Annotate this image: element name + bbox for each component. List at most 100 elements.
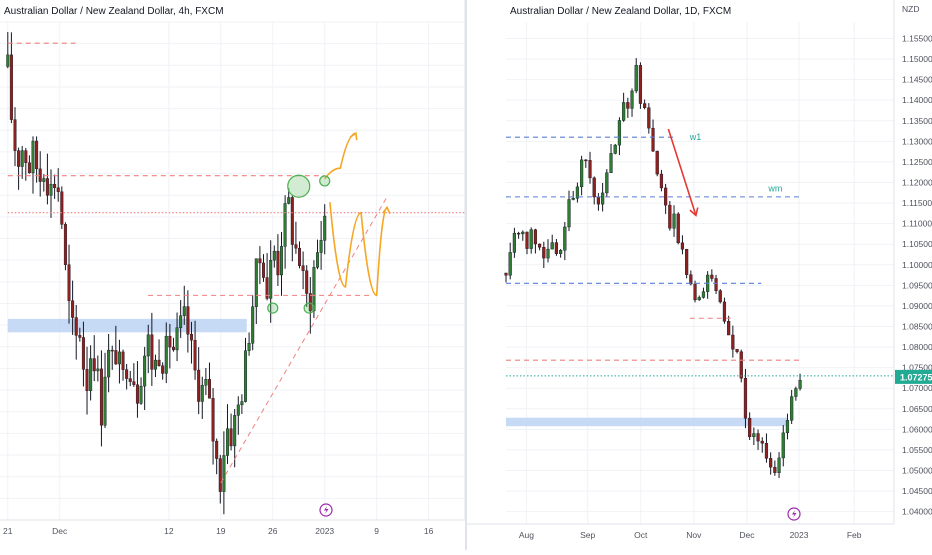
candle bbox=[161, 362, 165, 380]
circle-marker bbox=[287, 174, 311, 198]
candle-body bbox=[233, 415, 237, 447]
candle-body bbox=[596, 196, 601, 205]
price-tick-label: 1.15000 bbox=[902, 54, 932, 64]
candle bbox=[13, 107, 17, 167]
candle bbox=[157, 339, 161, 367]
candle-body bbox=[546, 248, 550, 259]
time-tick-label: Aug bbox=[519, 530, 534, 540]
candle-body bbox=[150, 334, 154, 370]
price-tick-label: 1.04000 bbox=[902, 507, 932, 517]
annotation-label: wm bbox=[767, 184, 782, 194]
candle bbox=[659, 169, 664, 192]
candle-body bbox=[17, 150, 21, 167]
candle bbox=[508, 242, 512, 280]
candle-body bbox=[798, 380, 802, 389]
price-tick-label: 1.07500 bbox=[902, 363, 932, 373]
candle bbox=[269, 240, 273, 323]
candle-body bbox=[588, 160, 592, 179]
candle-body bbox=[251, 306, 255, 344]
candles bbox=[6, 31, 327, 515]
candle-body bbox=[67, 264, 71, 301]
candle bbox=[622, 92, 626, 122]
candle bbox=[693, 280, 697, 303]
candle-body bbox=[613, 144, 617, 154]
candle-body bbox=[760, 440, 764, 444]
time-axis[interactable]: 21 Dec 12 19 26 2023 9 16 bbox=[0, 519, 465, 536]
chart-1d[interactable]: w1 wm 1.155001.150001.145001.140001.135001… bbox=[466, 0, 932, 550]
candle bbox=[31, 136, 35, 194]
candle bbox=[706, 271, 710, 299]
candle bbox=[680, 235, 685, 255]
candle-body bbox=[769, 458, 773, 468]
candle bbox=[647, 103, 651, 134]
candle-body bbox=[554, 242, 559, 254]
candle bbox=[613, 143, 617, 155]
candle-body bbox=[35, 140, 39, 170]
chart-title: Australian Dollar / New Zealand Dollar, … bbox=[4, 6, 224, 17]
candle bbox=[773, 460, 777, 476]
candle bbox=[107, 333, 111, 393]
candle bbox=[139, 377, 143, 405]
candle-body bbox=[542, 247, 546, 259]
price-axis[interactable]: 1.15500 1.15000 1.14500 1.14000 1.13500 1.130… bbox=[893, 0, 932, 524]
time-axis[interactable]: Aug Sep Oct Nov Dec 2023 Feb bbox=[466, 523, 894, 540]
chart-panel-4h[interactable]: 1.0727521Dec1219262023916Australian Doll… bbox=[0, 0, 504, 550]
candle-body bbox=[27, 162, 31, 174]
price-tick-label: 1.06000 bbox=[902, 424, 932, 434]
candle bbox=[533, 228, 538, 254]
projection-arrowhead bbox=[382, 205, 391, 215]
candle bbox=[785, 413, 790, 440]
candle bbox=[78, 327, 82, 342]
price-tick-label: 1.10000 bbox=[902, 260, 932, 270]
candle bbox=[143, 346, 147, 410]
candle-body bbox=[651, 127, 655, 152]
candle-body bbox=[71, 300, 75, 318]
candle bbox=[261, 254, 265, 282]
candle bbox=[777, 452, 781, 479]
candle-body bbox=[161, 365, 165, 374]
candle-body bbox=[128, 378, 132, 382]
chart-panel-1d[interactable]: w1 wm 1.15500 1.15000 1.14500 1.14000 1.13500 1… bbox=[466, 0, 932, 550]
time-tick-label: Nov bbox=[686, 530, 702, 540]
chart-4h[interactable]: 1.0727521Dec1219262023916Australian Doll… bbox=[0, 0, 504, 550]
candle bbox=[38, 151, 42, 197]
candle bbox=[186, 290, 190, 353]
time-tick-label: Feb bbox=[847, 530, 862, 540]
candle bbox=[193, 320, 197, 380]
candle-body bbox=[714, 278, 718, 291]
candle bbox=[197, 347, 201, 415]
candle bbox=[756, 429, 760, 450]
candle bbox=[96, 355, 100, 382]
lightning-glyph bbox=[324, 506, 329, 514]
candle bbox=[571, 190, 575, 201]
candle-body bbox=[634, 65, 638, 92]
trend-arrow bbox=[667, 128, 697, 216]
candle bbox=[92, 335, 96, 382]
candle-body bbox=[672, 213, 676, 229]
candle-body bbox=[601, 192, 605, 205]
annotation-label: w1 bbox=[689, 132, 702, 142]
candle-body bbox=[748, 418, 752, 438]
candle bbox=[222, 431, 226, 515]
panel-divider[interactable] bbox=[465, 0, 467, 550]
candle bbox=[74, 304, 78, 360]
axis-unit-label: NZD bbox=[902, 4, 919, 14]
candle bbox=[121, 349, 125, 381]
candle-body bbox=[85, 369, 89, 391]
candle-body bbox=[272, 250, 276, 261]
candle bbox=[731, 325, 735, 358]
time-tick-label: Sep bbox=[580, 530, 595, 540]
candle bbox=[240, 394, 244, 415]
candle bbox=[135, 361, 139, 418]
candle bbox=[125, 363, 129, 390]
candle-body bbox=[20, 150, 24, 167]
candle bbox=[601, 182, 605, 212]
candle bbox=[175, 312, 179, 362]
candle bbox=[538, 243, 542, 251]
candle bbox=[580, 155, 584, 196]
candle-body bbox=[254, 258, 258, 307]
candle bbox=[301, 251, 305, 290]
candle-body bbox=[301, 265, 305, 271]
candle bbox=[132, 363, 136, 387]
candle-body bbox=[305, 270, 309, 294]
